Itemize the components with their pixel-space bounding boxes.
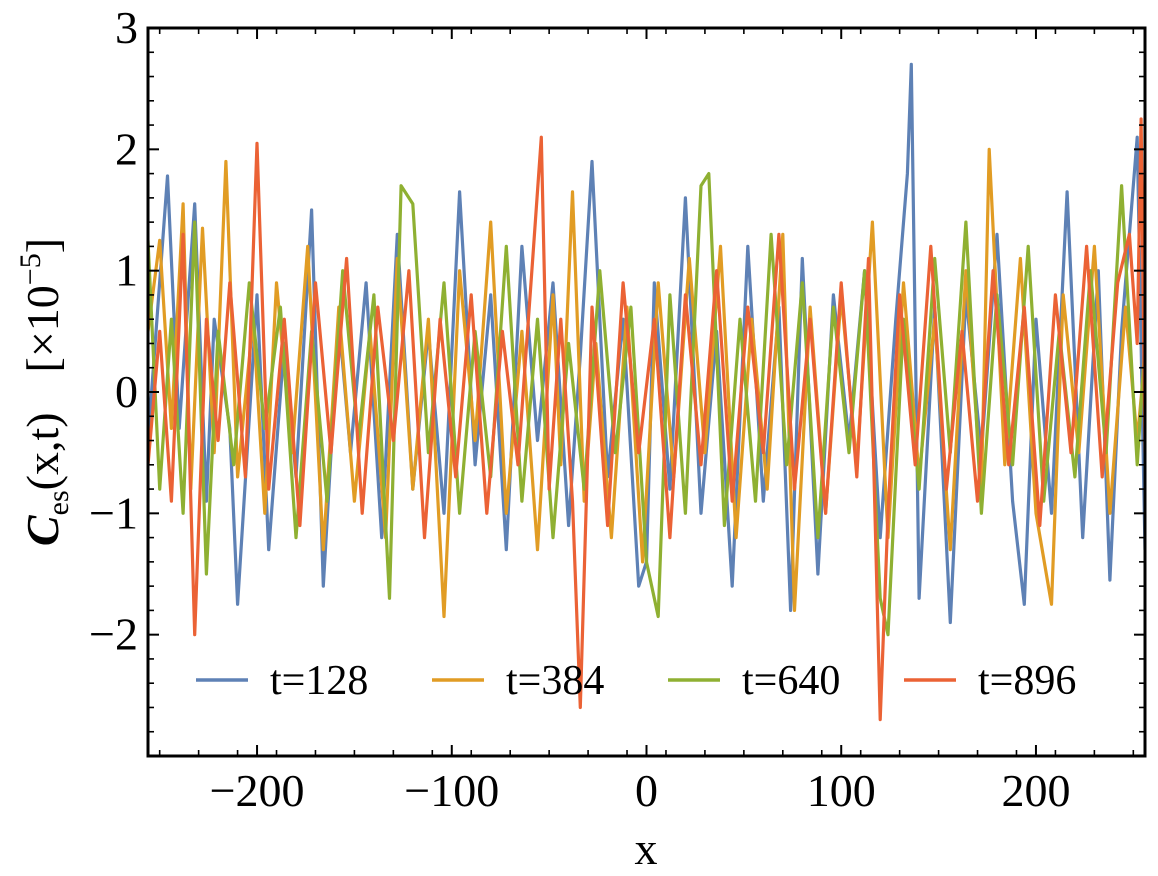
legend-label-1: t=384: [506, 658, 604, 704]
legend-label-0: t=128: [270, 658, 368, 704]
y-axis-subscript: es: [42, 490, 75, 515]
y-axis-args: (x,t): [17, 412, 68, 490]
y-axis-scale-prefix: [×10: [17, 285, 68, 372]
y-axis-title: Ces(x,t) [×10−5]: [14, 238, 75, 546]
legend: t=128 t=384 t=640 t=896: [196, 658, 1076, 704]
y-tick-label-1: −1: [89, 487, 138, 538]
series-line-3: [148, 117, 1145, 722]
labels-layer: −200 −100 0 100 200 −2 −1 0 1 2 3: [89, 2, 1070, 816]
svg-text:Ces(x,t)[×10−5]: Ces(x,t) [×10−5]: [14, 238, 75, 546]
x-axis-title: x: [635, 823, 658, 874]
legend-label-2: t=640: [742, 658, 840, 704]
series-layer: [148, 62, 1145, 722]
y-axis-scale-exponent: −5: [14, 253, 47, 285]
y-tick-label-5: 3: [115, 2, 138, 53]
series-line-2: [148, 172, 1145, 637]
y-axis-scale-suffix: ]: [17, 238, 68, 253]
y-axis-symbol: C: [17, 514, 68, 546]
y-tick-label-3: 1: [115, 245, 138, 296]
x-tick-label-1: −100: [404, 765, 499, 816]
plot-frame: [146, 26, 1147, 758]
x-tick-label-0: −200: [210, 765, 305, 816]
legend-label-3: t=896: [978, 658, 1076, 704]
y-tick-label-2: 0: [115, 366, 138, 417]
x-tick-label-4: 200: [1001, 765, 1070, 816]
x-tick-label-2: 0: [635, 765, 658, 816]
y-tick-label-0: −2: [89, 609, 138, 660]
x-tick-label-3: 100: [807, 765, 876, 816]
y-tick-label-4: 2: [115, 123, 138, 174]
